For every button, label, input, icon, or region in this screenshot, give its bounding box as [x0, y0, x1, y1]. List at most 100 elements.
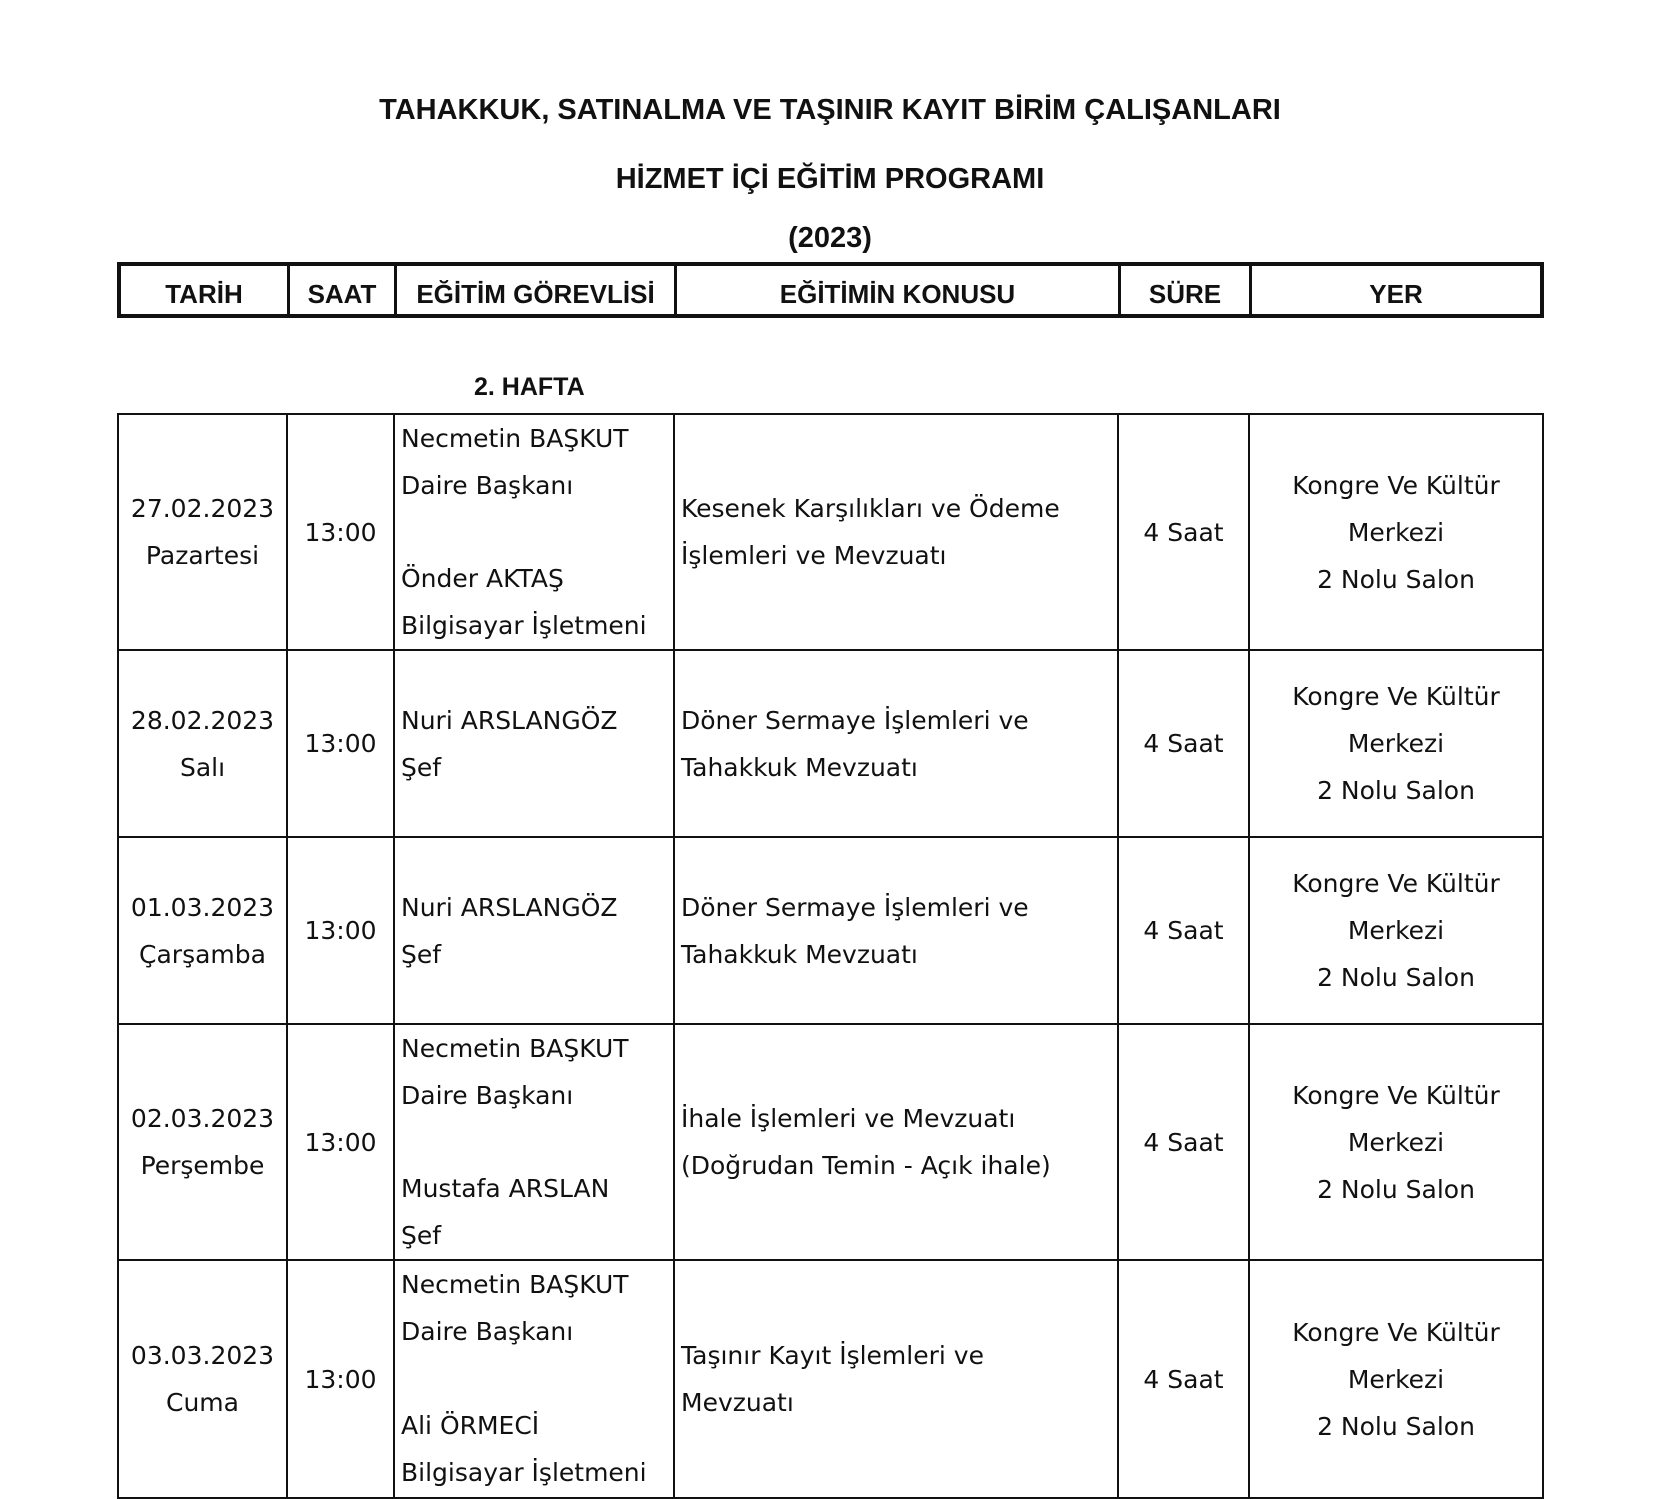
place-line: 2 Nolu Salon: [1317, 1174, 1475, 1204]
date-cell: 27.02.2023 Pazartesi: [119, 415, 288, 649]
trainer-name: Nuri ARSLANGÖZ: [401, 705, 618, 735]
schedule-table: 27.02.2023 Pazartesi 13:00 Necmetin BAŞKU…: [117, 413, 1544, 1499]
duration: 4 Saat: [1143, 1127, 1224, 1157]
topic-cell: Kesenek Karşılıkları ve Ödeme İşlemleri v…: [675, 415, 1119, 649]
document-year: (2023): [788, 222, 872, 254]
date-cell: 28.02.2023 Salı: [119, 651, 288, 836]
trainer-name: Mustafa ARSLAN: [401, 1174, 610, 1203]
trainer-name: Necmetin BAŞKUT: [401, 1034, 629, 1063]
place-line: Kongre Ve Kültür: [1292, 682, 1500, 711]
duration-cell: 4 Saat: [1119, 1261, 1250, 1497]
date: 27.02.2023: [130, 494, 275, 523]
time: 13:00: [304, 916, 377, 945]
place-line: Merkezi: [1347, 729, 1445, 758]
time-cell: 13:00: [288, 415, 395, 649]
time: 13:00: [304, 1364, 377, 1394]
topic-cell: Taşınır Kayıt İşlemleri ve Mevzuatı: [675, 1261, 1119, 1497]
week-label: 2. HAFTA: [474, 373, 585, 401]
place-line: Kongre Ve Kültür: [1292, 869, 1500, 898]
table-row: 03.03.2023 Cuma 13:00 Necmetin BAŞKUT Dair…: [119, 1261, 1542, 1497]
trainer-title: Bilgisayar İşletmeni: [401, 611, 647, 640]
trainer-title: Daire Başkanı: [401, 1317, 574, 1346]
time-cell: 13:00: [288, 838, 395, 1023]
topic-cell: Döner Sermaye İşlemleri ve Tahakkuk Mevzu…: [675, 838, 1119, 1023]
topic-cell: Döner Sermaye İşlemleri ve Tahakkuk Mevzu…: [675, 651, 1119, 836]
topic-line: İhale İşlemleri ve Mevzuatı: [681, 1104, 1016, 1133]
topic-line: Tahakkuk Mevzuatı: [681, 752, 918, 782]
place-line: 2 Nolu Salon: [1317, 963, 1475, 992]
date-cell: 03.03.2023 Cuma: [119, 1261, 288, 1497]
table-row: 28.02.2023 Salı 13:00 Nuri ARSLANGÖZ Şef D…: [119, 651, 1542, 838]
duration-cell: 4 Saat: [1119, 838, 1250, 1023]
time-cell: 13:00: [288, 1261, 395, 1497]
topic-line: Tahakkuk Mevzuatı: [681, 939, 918, 969]
trainer-cell: Necmetin BAŞKUT Daire Başkanı Önder AKTAŞ B…: [395, 415, 675, 649]
trainer-cell: Necmetin BAŞKUT Daire Başkanı Mustafa ARSL…: [395, 1025, 675, 1259]
day: Salı: [179, 752, 226, 782]
trainer-title: Daire Başkanı: [401, 1081, 574, 1110]
trainer-name: Önder AKTAŞ: [401, 564, 564, 593]
header-place: YER: [1369, 279, 1423, 309]
trainer-title: Şef: [401, 1221, 442, 1250]
header-topic: EĞİTİMİN KONUSU: [677, 266, 1121, 314]
place-line: Kongre Ve Kültür: [1292, 1317, 1500, 1347]
trainer-name: Necmetin BAŞKUT: [401, 424, 629, 453]
topic-line: Döner Sermaye İşlemleri ve: [681, 705, 1029, 735]
header-time: SAAT: [290, 266, 397, 314]
place-line: Merkezi: [1347, 1364, 1445, 1394]
trainer-name: Ali ÖRMECİ: [401, 1411, 540, 1440]
place-cell: Kongre Ve Kültür Merkezi 2 Nolu Salon: [1250, 1025, 1542, 1259]
topic-line: Mevzuatı: [681, 1388, 794, 1417]
time-cell: 13:00: [288, 651, 395, 836]
topic-line: Taşınır Kayıt İşlemleri ve: [681, 1341, 984, 1370]
place-cell: Kongre Ve Kültür Merkezi 2 Nolu Salon: [1250, 1261, 1542, 1497]
trainer-title: Bilgisayar İşletmeni: [401, 1458, 647, 1487]
table-row: 01.03.2023 Çarşamba 13:00 Nuri ARSLANGÖZ Ş…: [119, 838, 1542, 1025]
table-row: 27.02.2023 Pazartesi 13:00 Necmetin BAŞKU…: [119, 415, 1542, 651]
duration-cell: 4 Saat: [1119, 415, 1250, 649]
document-subtitle: HİZMET İÇİ EĞİTİM PROGRAMI: [615, 163, 1045, 195]
duration: 4 Saat: [1143, 729, 1224, 758]
place-line: Kongre Ve Kültür: [1292, 470, 1500, 500]
date: 01.03.2023: [130, 892, 275, 922]
time: 13:00: [304, 517, 377, 547]
day: Pazartesi: [145, 541, 260, 570]
place-line: 2 Nolu Salon: [1317, 1411, 1475, 1441]
table-row: 02.03.2023 Perşembe 13:00 Necmetin BAŞKUT…: [119, 1025, 1542, 1261]
date: 28.02.2023: [130, 705, 275, 735]
place-line: Merkezi: [1347, 1127, 1445, 1157]
place-line: 2 Nolu Salon: [1317, 564, 1475, 594]
place-line: Merkezi: [1347, 517, 1445, 547]
duration-cell: 4 Saat: [1119, 1025, 1250, 1259]
topic-line: İşlemleri ve Mevzuatı: [681, 541, 947, 570]
trainer-title: Daire Başkanı: [401, 471, 574, 500]
place-cell: Kongre Ve Kültür Merkezi 2 Nolu Salon: [1250, 838, 1542, 1023]
topic-cell: İhale İşlemleri ve Mevzuatı (Doğrudan Tem…: [675, 1025, 1119, 1259]
table-header: TARİH SAAT EĞİTİM GÖREVLİSİ EĞİTİMİN KON…: [117, 262, 1544, 318]
topic-line: Kesenek Karşılıkları ve Ödeme: [681, 494, 1060, 523]
header-trainer: EĞİTİM GÖREVLİSİ: [397, 266, 677, 314]
header-duration: SÜRE: [1121, 266, 1252, 314]
time: 13:00: [304, 1127, 377, 1157]
trainer-cell: Nuri ARSLANGÖZ Şef: [395, 651, 675, 836]
time: 13:00: [304, 729, 377, 758]
trainer-title: Şef: [401, 939, 442, 969]
date: 02.03.2023: [130, 1104, 275, 1133]
date-cell: 01.03.2023 Çarşamba: [119, 838, 288, 1023]
day: Perşembe: [140, 1151, 265, 1180]
place-cell: Kongre Ve Kültür Merkezi 2 Nolu Salon: [1250, 415, 1542, 649]
day: Çarşamba: [139, 939, 266, 969]
place-line: Merkezi: [1347, 916, 1445, 945]
day: Cuma: [166, 1388, 239, 1417]
duration-cell: 4 Saat: [1119, 651, 1250, 836]
time-cell: 13:00: [288, 1025, 395, 1259]
trainer-cell: Nuri ARSLANGÖZ Şef: [395, 838, 675, 1023]
place-line: Kongre Ve Kültür: [1292, 1080, 1500, 1110]
duration: 4 Saat: [1143, 517, 1224, 547]
duration: 4 Saat: [1143, 916, 1224, 945]
date-cell: 02.03.2023 Perşembe: [119, 1025, 288, 1259]
date: 03.03.2023: [130, 1341, 275, 1370]
place-cell: Kongre Ve Kültür Merkezi 2 Nolu Salon: [1250, 651, 1542, 836]
topic-line: Döner Sermaye İşlemleri ve: [681, 892, 1029, 922]
duration: 4 Saat: [1143, 1364, 1224, 1394]
